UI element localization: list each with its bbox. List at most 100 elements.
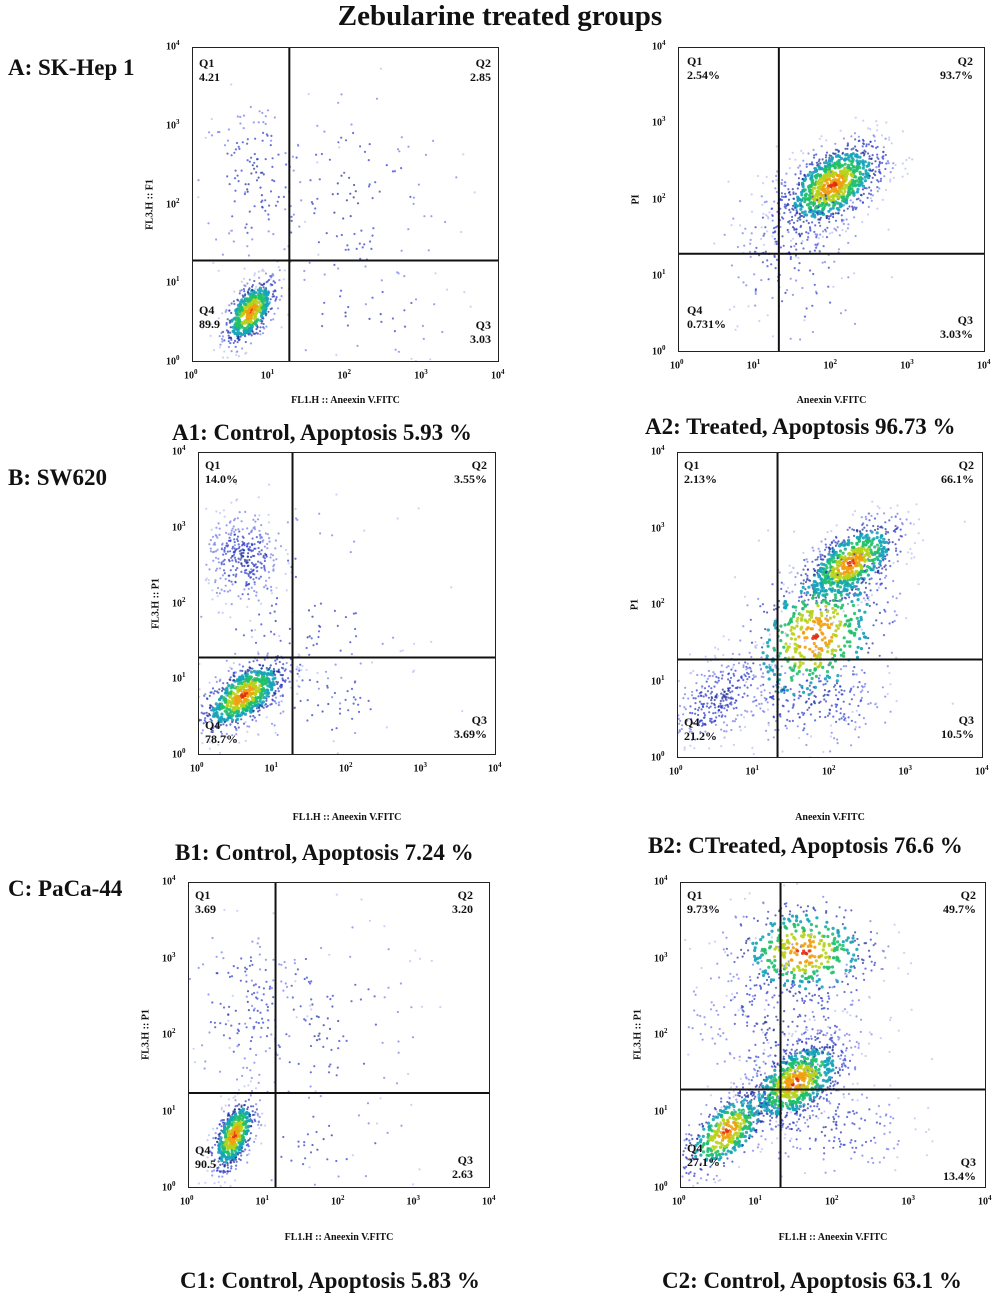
event-point [245,676,249,680]
event-point [822,589,826,593]
event-point [851,159,855,163]
event-point [696,718,700,721]
event-point [708,706,711,709]
event-point [878,559,882,563]
event-point [811,196,815,201]
event-point [237,528,240,531]
event-point [757,597,760,600]
event-point [820,638,824,642]
event-point [802,655,806,659]
event-point [834,648,838,653]
event-point [732,743,735,746]
event-point [895,597,898,600]
event-point [867,702,870,706]
event-point [257,599,260,602]
event-point [794,173,797,176]
event-point [761,646,764,649]
event-point [767,721,770,724]
event-point [864,586,867,589]
event-point [819,611,823,615]
event-point [243,564,246,568]
event-point [217,691,220,694]
event-point [824,193,827,197]
event-point [837,248,841,251]
event-point [250,586,253,589]
event-point [854,138,857,141]
event-point [220,689,224,692]
event-point [864,722,867,725]
event-point [700,673,703,676]
event-point [262,290,266,294]
event-point [217,561,220,564]
quadrant-value: 78.7% [205,732,238,746]
event-point [714,723,717,726]
event-point [860,696,863,699]
event-point [233,302,236,306]
event-point [808,200,812,204]
quadrant-name: Q4 [684,715,700,729]
event-point [789,211,792,214]
event-point [890,651,893,654]
event-point [860,553,864,556]
event-point [853,553,856,556]
event-point [222,569,226,572]
event-point [262,671,266,675]
event-point [819,680,822,683]
event-point [321,312,324,316]
event-point [254,520,257,523]
event-point [799,198,804,202]
quadrant-q2-label: Q2 2.85 [470,56,491,84]
event-point [797,635,801,639]
event-point [888,138,891,141]
event-point [295,668,298,671]
event-point [259,575,262,578]
event-point [691,690,694,693]
event-point [875,165,878,168]
event-point [219,343,222,346]
event-point [876,525,880,528]
event-point [407,145,410,148]
event-point [270,275,273,279]
event-point [710,687,713,690]
event-point [207,222,210,225]
y-tick-label: 100 [172,747,186,761]
event-point [349,551,352,554]
event-point [274,689,277,693]
event-point [749,618,752,621]
event-point [812,202,816,206]
event-point [717,709,720,712]
event-point [876,129,879,132]
event-point [812,701,816,704]
event-point [252,578,255,581]
event-point [809,209,812,212]
event-point [803,315,807,318]
event-point [262,121,265,124]
event-point [730,728,733,732]
event-point [318,512,321,515]
event-point [232,525,235,528]
event-point [803,592,806,595]
event-point [762,234,765,237]
event-point [761,651,765,655]
event-point [821,586,825,590]
event-point [817,677,820,680]
event-point [731,697,734,700]
event-point [835,524,838,527]
event-point [765,200,768,203]
event-point [229,676,232,679]
event-point [878,654,881,657]
event-point [878,163,881,166]
event-point [834,219,838,222]
event-point [236,713,240,717]
event-point [246,138,249,141]
flow-plot-a1: Q1 4.21 Q2 2.85 Q3 3.03 Q4 89.9 [192,47,499,362]
event-point [842,158,847,162]
event-point [813,249,816,252]
event-point [743,684,746,687]
event-point [840,581,844,585]
event-point [331,534,334,537]
event-point [227,700,231,704]
event-point [756,687,759,690]
event-point [250,568,253,571]
event-point [854,208,857,211]
